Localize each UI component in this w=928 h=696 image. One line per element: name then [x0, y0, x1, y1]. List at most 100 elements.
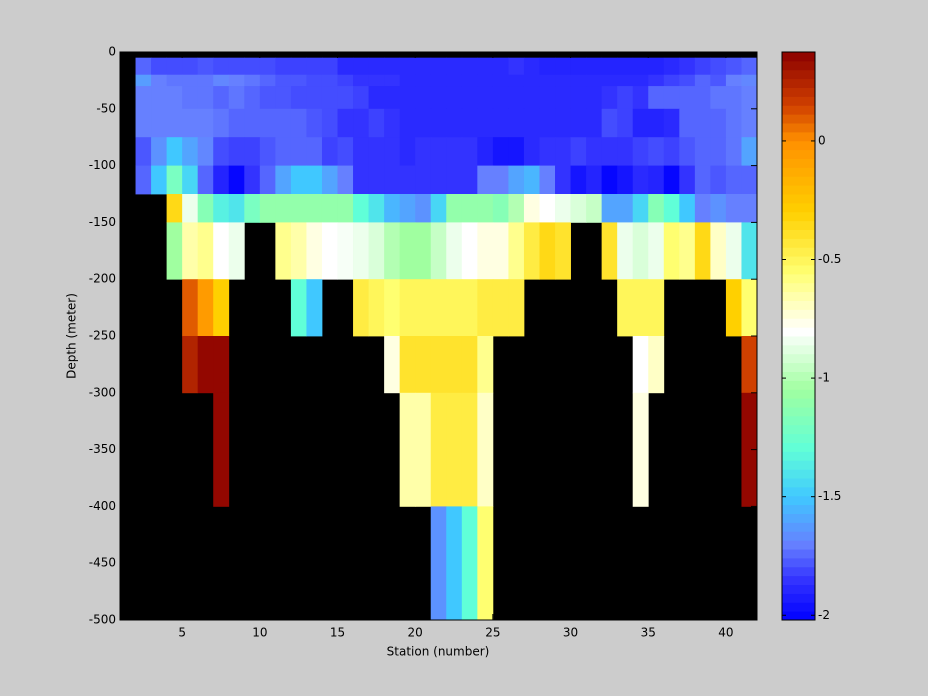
- heatmap-cell: [523, 194, 540, 223]
- heatmap-cell: [430, 222, 447, 280]
- heatmap-cell: [213, 108, 230, 138]
- heatmap-cell: [306, 279, 323, 337]
- heatmap-cell: [632, 392, 649, 507]
- heatmap-cell: [694, 194, 711, 223]
- heatmap-cell: [213, 194, 230, 223]
- colorbar-step: [782, 575, 815, 585]
- heatmap-cell: [399, 108, 416, 138]
- heatmap-cell: [632, 86, 649, 110]
- heatmap-cell: [461, 194, 478, 223]
- heatmap-cell: [601, 74, 618, 87]
- heatmap-cell: [586, 57, 603, 76]
- heatmap-cell: [228, 165, 245, 195]
- heatmap-cell: [337, 108, 354, 138]
- colorbar-step: [782, 495, 815, 506]
- heatmap-cell: [632, 137, 649, 166]
- heatmap-cell: [275, 222, 292, 280]
- heatmap-cell: [244, 74, 261, 87]
- heatmap-cell: [539, 165, 556, 195]
- heatmap-cell: [384, 86, 401, 110]
- heatmap-cell: [213, 222, 230, 280]
- colorbar-step: [782, 318, 815, 328]
- heatmap-cell: [477, 506, 494, 621]
- heatmap-cell: [446, 506, 463, 621]
- heatmap-cell: [306, 165, 323, 195]
- heatmap-cell: [166, 194, 183, 223]
- heatmap-cell: [259, 108, 276, 138]
- heatmap-cell: [290, 165, 307, 195]
- x-tick-label: 40: [718, 626, 733, 640]
- heatmap-cell: [492, 137, 509, 166]
- y-tick-label: -450: [89, 556, 116, 570]
- heatmap-cell: [601, 57, 618, 76]
- y-axis-label: Depth (meter): [65, 293, 79, 379]
- heatmap-cell: [648, 86, 665, 110]
- heatmap-cell: [601, 108, 618, 138]
- colorbar-step: [782, 398, 815, 408]
- colorbar-step: [782, 211, 815, 222]
- heatmap-cell: [244, 86, 261, 110]
- heatmap-cell: [477, 392, 494, 507]
- colorbar-tick-label: -1: [818, 371, 830, 385]
- heatmap-cell: [477, 74, 494, 87]
- heatmap-cell: [197, 137, 214, 166]
- heatmap-cell: [415, 108, 432, 138]
- colorbar-step: [782, 140, 815, 151]
- heatmap-cell: [694, 108, 711, 138]
- heatmap-cell: [632, 279, 649, 337]
- heatmap-cell: [555, 137, 571, 166]
- heatmap-cell: [135, 57, 152, 76]
- heatmap-cell: [399, 222, 416, 280]
- heatmap-cell: [182, 194, 199, 223]
- heatmap-cell: [228, 222, 245, 280]
- heatmap-cell: [694, 86, 711, 110]
- heatmap-cell: [182, 74, 199, 87]
- heatmap-cell: [306, 137, 323, 166]
- heatmap-cell: [492, 194, 509, 223]
- colorbar-step: [782, 371, 815, 381]
- heatmap-cell: [135, 165, 152, 195]
- colorbar-step: [782, 380, 815, 390]
- heatmap-cell: [399, 74, 416, 87]
- heatmap-cell: [492, 86, 509, 110]
- colorbar-step: [782, 229, 815, 239]
- heatmap-cell: [384, 279, 401, 337]
- heatmap-cell: [430, 137, 447, 166]
- colorbar-step: [782, 336, 815, 346]
- heatmap-cell: [151, 137, 168, 166]
- heatmap-cell: [244, 137, 261, 166]
- heatmap-cell: [353, 165, 369, 195]
- heatmap-cell: [679, 57, 696, 76]
- heatmap-cell: [648, 222, 665, 280]
- heatmap-cell: [384, 194, 401, 223]
- colorbar-step: [782, 167, 815, 177]
- heatmap-cell: [446, 336, 463, 394]
- heatmap-cell: [710, 194, 727, 223]
- heatmap-cell: [461, 506, 478, 621]
- heatmap-cell: [244, 194, 261, 223]
- heatmap-cell: [353, 137, 369, 166]
- heatmap-cell: [663, 86, 680, 110]
- colorbar-step: [782, 149, 815, 159]
- heatmap-cell: [415, 74, 432, 87]
- heatmap-cell: [182, 86, 199, 110]
- heatmap-cell: [368, 194, 385, 223]
- heatmap-cell: [337, 194, 354, 223]
- heatmap-cell: [617, 165, 634, 195]
- heatmap-cell: [617, 108, 634, 138]
- colorbar-step: [782, 123, 815, 133]
- heatmap-cell: [244, 57, 261, 76]
- colorbar-step: [782, 415, 815, 426]
- heatmap-cell: [632, 222, 649, 280]
- heatmap-cell: [321, 86, 338, 110]
- heatmap-cell: [228, 57, 245, 76]
- heatmap-cell: [741, 86, 758, 110]
- heatmap-cell: [555, 57, 571, 76]
- heatmap-cell: [290, 57, 307, 76]
- heatmap-cell: [213, 336, 230, 394]
- colorbar-step: [782, 478, 815, 488]
- heatmap-cell: [601, 86, 618, 110]
- heatmap-cell: [415, 137, 432, 166]
- heatmap-cell: [368, 74, 385, 87]
- heatmap-cell: [353, 86, 369, 110]
